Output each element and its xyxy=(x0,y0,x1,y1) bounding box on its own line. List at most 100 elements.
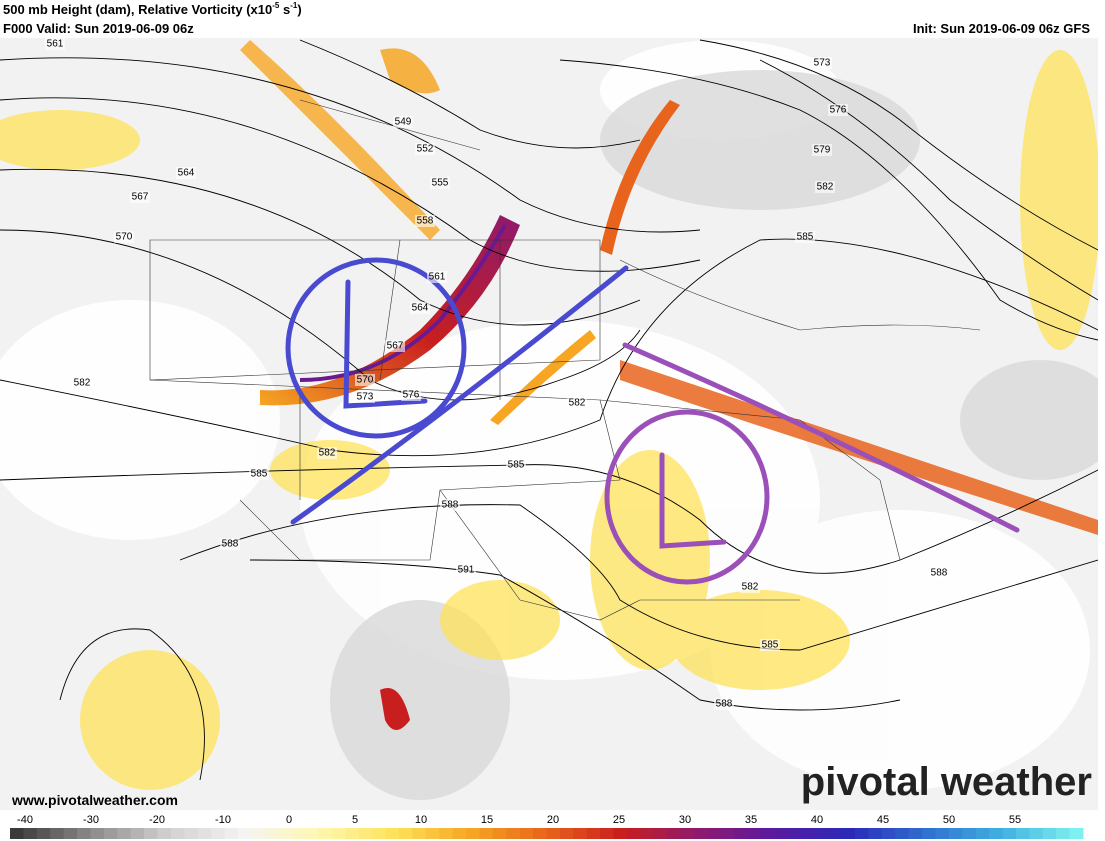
colorbar-cell xyxy=(573,828,588,839)
colorbar-cell xyxy=(197,828,212,839)
contour-label: 567 xyxy=(387,341,404,352)
contour-labels: 561 549 552 555 558 564 567 570 561 564 567 570 573 5… xyxy=(45,38,949,710)
colorbar-cell xyxy=(412,828,427,839)
colorbar-cell xyxy=(613,828,628,839)
contour-label-bg xyxy=(355,374,375,386)
contour-label-bg xyxy=(828,104,848,116)
colorbar-cell xyxy=(385,828,400,839)
title-close: ) xyxy=(297,2,301,17)
contour-label: 585 xyxy=(797,232,814,243)
colorbar-cell xyxy=(372,828,387,839)
colorbar-cell xyxy=(841,828,856,839)
contour-label-bg xyxy=(456,564,476,576)
contour-label: 573 xyxy=(814,58,831,69)
contour-label: 564 xyxy=(412,303,429,314)
contour-label-bg xyxy=(812,57,832,69)
contour-label: 567 xyxy=(132,192,149,203)
contour-label-bg xyxy=(114,231,134,243)
colorbar-cell xyxy=(170,828,185,839)
contour-label-bg xyxy=(714,698,734,710)
colorbar-tick-label: -30 xyxy=(83,814,99,826)
colorbar-tick-label: -40 xyxy=(17,814,33,826)
contour-label-bg xyxy=(415,143,435,155)
colorbar-cell xyxy=(425,828,440,839)
colorbar-cell xyxy=(10,828,24,839)
contour-label-bg xyxy=(401,389,421,401)
colorbar-cell xyxy=(90,828,105,839)
colorbar-cell xyxy=(854,828,869,839)
colorbar-cell xyxy=(1069,828,1084,839)
contour-label: 591 xyxy=(458,565,475,576)
colorbar-tick-label: 30 xyxy=(679,814,691,826)
title-exp: -1 xyxy=(290,1,298,10)
title-unit: s xyxy=(279,2,290,17)
colorbar-cell xyxy=(989,828,1004,839)
colorbar-cell xyxy=(774,828,789,839)
colorbar-cell xyxy=(23,828,38,839)
contour-label-bg xyxy=(795,231,815,243)
colorbar-cell xyxy=(801,828,816,839)
contour-label-bg xyxy=(440,499,460,511)
colorbar-cell xyxy=(519,828,534,839)
colorbar-cell xyxy=(1056,828,1071,839)
colorbar-cell xyxy=(600,828,615,839)
contour-label: 582 xyxy=(742,582,759,593)
contour-label-bg xyxy=(760,639,780,651)
valid-time: F000 Valid: Sun 2019-06-09 06z xyxy=(3,21,194,36)
colorbar-cell xyxy=(278,828,293,839)
colorbar-cell xyxy=(238,828,252,839)
colorbar-tick-label: 50 xyxy=(943,814,955,826)
colorbar-cell xyxy=(439,828,454,839)
contour-label-bg xyxy=(249,468,269,480)
contour-label: 585 xyxy=(762,640,779,651)
colorbar-cell xyxy=(318,828,333,839)
contour-label: 561 xyxy=(429,272,446,283)
contour-label: 555 xyxy=(432,178,449,189)
colorbar-cell xyxy=(881,828,896,839)
colorbar-tick-label: -10 xyxy=(215,814,231,826)
colorbar-cell xyxy=(559,828,574,839)
colorbar-cell xyxy=(868,828,883,839)
contour-label-bg xyxy=(410,302,430,314)
contour-label: 561 xyxy=(47,39,64,50)
colorbar-cell xyxy=(466,828,480,839)
colorbar-cell xyxy=(479,828,494,839)
colorbar-cell xyxy=(814,828,829,839)
contour-label-bg xyxy=(815,181,835,193)
contour-label: 582 xyxy=(74,378,91,389)
colorbar-cell xyxy=(291,828,306,839)
contour-label-bg xyxy=(317,447,337,459)
colorbar-tick-label: 45 xyxy=(877,814,889,826)
colorbar-tick-label: 20 xyxy=(547,814,559,826)
colorbar-cell xyxy=(626,828,641,839)
colorbar-cell xyxy=(224,828,239,839)
colorbar-cell xyxy=(264,828,279,839)
contour-label-bg xyxy=(740,581,760,593)
contour-label: 573 xyxy=(357,392,374,403)
contour-label-bg xyxy=(929,567,949,579)
colorbar-cell xyxy=(305,828,319,839)
colorbar-tick-label: 25 xyxy=(613,814,625,826)
contour-label-bg xyxy=(72,377,92,389)
contour-label: 585 xyxy=(251,469,268,480)
colorbar-cell xyxy=(787,828,802,839)
colorbar-cell xyxy=(761,828,776,839)
colorbar-cell xyxy=(506,828,521,839)
colorbar-cell xyxy=(117,828,132,839)
colorbar-cell xyxy=(398,828,413,839)
contour-label: 588 xyxy=(222,539,239,550)
colorbar-cell xyxy=(694,828,708,839)
colorbar-cell xyxy=(948,828,963,839)
contour-label: 552 xyxy=(417,144,434,155)
colorbar-tick-label: 35 xyxy=(745,814,757,826)
colorbar-cell xyxy=(734,828,749,839)
colorbar-cell xyxy=(1015,828,1030,839)
colorbar-tick-label: -20 xyxy=(149,814,165,826)
contour-label-bg xyxy=(506,459,526,471)
colorbar-cell xyxy=(533,828,547,839)
contour-label: 588 xyxy=(931,568,948,579)
colorbar-tick-label: 5 xyxy=(352,814,358,826)
colorbar-cell xyxy=(828,828,843,839)
colorbar-cell xyxy=(130,828,145,839)
